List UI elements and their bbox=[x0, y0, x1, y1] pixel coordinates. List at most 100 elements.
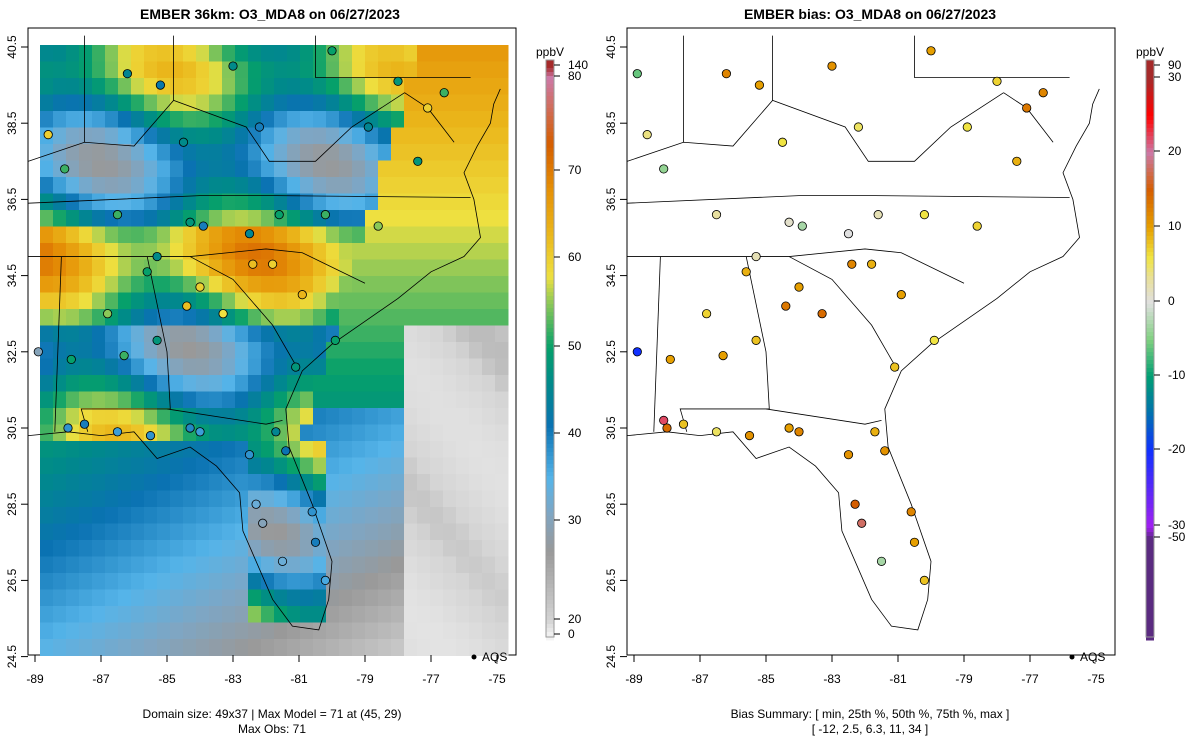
colorbar-segment bbox=[1146, 220, 1154, 225]
grid-cell bbox=[40, 523, 54, 541]
grid-cell bbox=[209, 78, 223, 95]
grid-cell bbox=[118, 375, 132, 392]
grid-cell bbox=[170, 424, 184, 442]
grid-cell bbox=[430, 589, 444, 607]
grid-cell bbox=[92, 61, 106, 79]
obs-point bbox=[413, 156, 423, 166]
colorbar-segment bbox=[1146, 452, 1154, 457]
grid-cell bbox=[105, 639, 119, 656]
grid-cell bbox=[391, 358, 405, 376]
grid-cell bbox=[417, 342, 431, 359]
colorbar-segment bbox=[1146, 368, 1154, 373]
state-boundary bbox=[189, 256, 300, 372]
grid-cell bbox=[274, 243, 288, 260]
colorbar-segment bbox=[1146, 240, 1154, 245]
grid-cell bbox=[365, 243, 379, 260]
grid-cell bbox=[92, 94, 106, 112]
grid-cell bbox=[469, 342, 483, 359]
grid-cell bbox=[456, 540, 470, 557]
grid-cell bbox=[274, 474, 288, 491]
grid-cell bbox=[378, 375, 392, 392]
grid-cell bbox=[430, 507, 444, 524]
grid-cell bbox=[144, 94, 158, 112]
grid-cell bbox=[66, 94, 80, 112]
colorbar-segment bbox=[1146, 80, 1154, 85]
colorbar-segment bbox=[1146, 620, 1154, 625]
obs-point bbox=[817, 309, 827, 319]
obs-point bbox=[962, 122, 972, 132]
grid-cell bbox=[79, 276, 93, 293]
grid-cell bbox=[404, 325, 418, 343]
obs-point bbox=[711, 210, 722, 220]
grid-cell bbox=[79, 61, 93, 79]
obs-point bbox=[926, 46, 936, 56]
grid-cell bbox=[443, 441, 457, 458]
grid-cell bbox=[209, 342, 223, 359]
colorbar-segment bbox=[1146, 64, 1154, 69]
grid-cell bbox=[313, 127, 327, 145]
grid-cell bbox=[209, 111, 223, 128]
grid-cell bbox=[157, 358, 171, 376]
grid-cell bbox=[352, 78, 366, 95]
grid-cell bbox=[430, 243, 444, 260]
colorbar-segment bbox=[1146, 324, 1154, 329]
grid-cell bbox=[118, 45, 132, 62]
grid-cell bbox=[40, 45, 54, 62]
grid-cell bbox=[378, 391, 392, 409]
grid-cell bbox=[300, 226, 314, 244]
obs-point bbox=[781, 301, 791, 311]
grid-cell bbox=[339, 589, 353, 607]
grid-cell bbox=[391, 342, 405, 359]
grid-cell bbox=[92, 127, 106, 145]
colorbar-segment bbox=[1146, 256, 1154, 261]
grid-cell bbox=[157, 292, 171, 310]
colorbar-segment bbox=[1146, 160, 1154, 165]
grid-cell bbox=[79, 622, 93, 640]
grid-cell bbox=[495, 177, 509, 194]
grid-cell bbox=[326, 61, 340, 79]
grid-cell bbox=[365, 61, 379, 79]
grid-cell bbox=[495, 45, 509, 62]
grid-cell bbox=[352, 441, 366, 458]
grid-cell bbox=[378, 144, 392, 161]
grid-cell bbox=[196, 177, 210, 194]
colorbar-segment bbox=[546, 100, 554, 105]
grid-cell bbox=[482, 210, 496, 227]
grid-cell bbox=[183, 391, 197, 409]
grid-cell bbox=[144, 111, 158, 128]
grid-cell bbox=[274, 622, 288, 640]
grid-cell bbox=[391, 474, 405, 491]
grid-cell bbox=[404, 457, 418, 475]
grid-cell bbox=[105, 606, 119, 623]
grid-cell bbox=[40, 325, 54, 343]
grid-cell bbox=[391, 523, 405, 541]
grid-cell bbox=[274, 111, 288, 128]
obs-point bbox=[291, 362, 301, 372]
colorbar-segment bbox=[546, 416, 554, 421]
grid-cell bbox=[404, 556, 418, 574]
grid-cell bbox=[118, 490, 132, 508]
grid-cell bbox=[300, 408, 314, 425]
grid-cell bbox=[469, 523, 483, 541]
grid-cell bbox=[339, 177, 353, 194]
grid-cell bbox=[404, 210, 418, 227]
grid-cell bbox=[313, 160, 327, 178]
grid-cell bbox=[235, 556, 249, 574]
grid-cell bbox=[365, 160, 379, 178]
x-tick-label: -83 bbox=[823, 672, 841, 686]
y-tick-label: 32.5 bbox=[5, 340, 19, 364]
grid-cell bbox=[300, 639, 314, 656]
grid-cell bbox=[105, 61, 119, 79]
colorbar-segment bbox=[546, 528, 554, 533]
grid-cell bbox=[352, 573, 366, 590]
grid-cell bbox=[378, 160, 392, 178]
colorbar-segment bbox=[1146, 380, 1154, 385]
grid-cell bbox=[66, 342, 80, 359]
grid-cell bbox=[274, 127, 288, 145]
colorbar-segment bbox=[546, 236, 554, 241]
obs-point bbox=[218, 309, 228, 319]
grid-cell bbox=[170, 457, 184, 475]
obs-point bbox=[198, 221, 208, 231]
colorbar-segment bbox=[1146, 468, 1154, 473]
